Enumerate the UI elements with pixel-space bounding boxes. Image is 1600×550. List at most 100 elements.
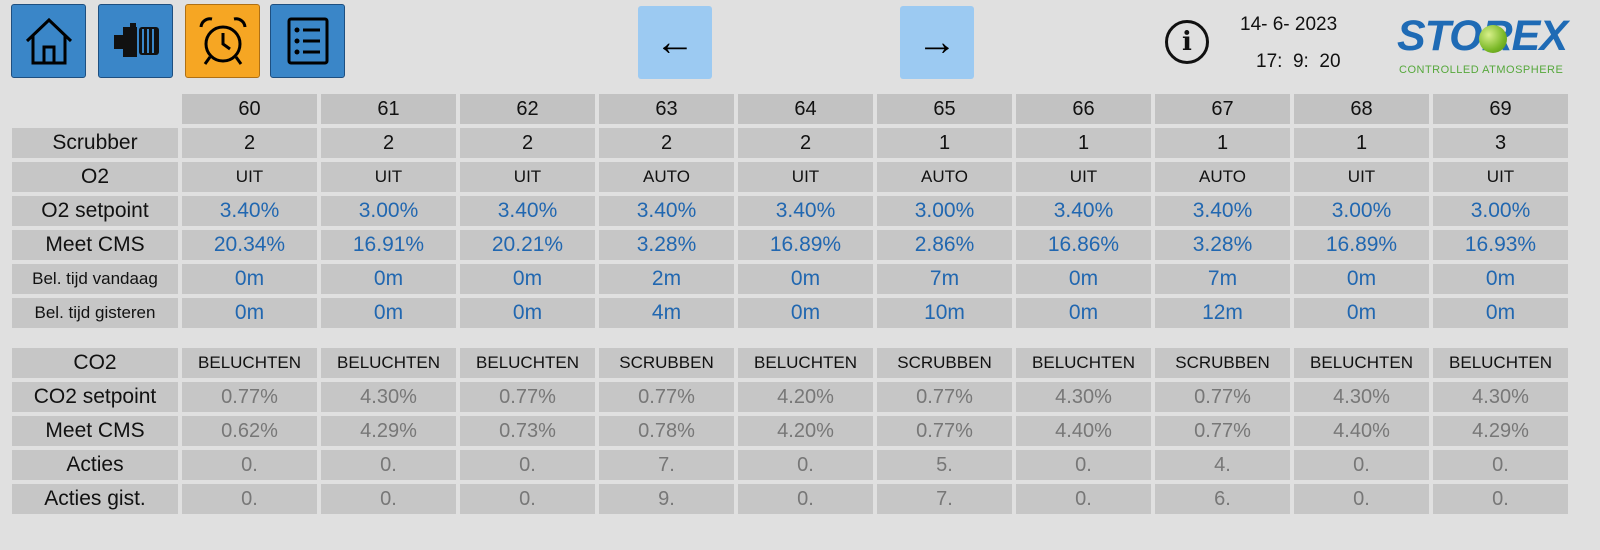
table-cell[interactable]: 3.40% [738, 196, 873, 226]
table-cell[interactable]: 0m [1433, 298, 1568, 328]
table-cell[interactable]: 16.93% [1433, 230, 1568, 260]
table-cell[interactable]: UIT [321, 162, 456, 192]
table-cell[interactable]: 4.40% [1294, 416, 1429, 446]
table-cell[interactable]: 4.30% [321, 382, 456, 412]
table-cell[interactable]: 0m [182, 264, 317, 294]
table-cell[interactable]: BELUCHTEN [1294, 348, 1429, 378]
table-cell[interactable]: 0.77% [460, 382, 595, 412]
table-cell[interactable]: 3.40% [182, 196, 317, 226]
table-cell[interactable]: 3.40% [1155, 196, 1290, 226]
table-cell[interactable]: BELUCHTEN [182, 348, 317, 378]
table-cell[interactable]: 6. [1155, 484, 1290, 514]
table-cell[interactable]: 16.89% [1294, 230, 1429, 260]
table-cell[interactable]: 4.29% [1433, 416, 1568, 446]
table-cell[interactable]: 0.62% [182, 416, 317, 446]
cell-number-header[interactable]: 69 [1433, 94, 1568, 124]
table-cell[interactable]: AUTO [1155, 162, 1290, 192]
table-cell[interactable]: 7m [1155, 264, 1290, 294]
table-cell[interactable]: 2 [599, 128, 734, 158]
cell-number-header[interactable]: 64 [738, 94, 873, 124]
table-cell[interactable]: BELUCHTEN [1016, 348, 1151, 378]
table-cell[interactable]: 3.40% [460, 196, 595, 226]
table-cell[interactable]: 20.21% [460, 230, 595, 260]
table-cell[interactable]: 0. [460, 450, 595, 480]
table-cell[interactable]: 16.91% [321, 230, 456, 260]
table-cell[interactable]: 0. [1294, 484, 1429, 514]
cell-number-header[interactable]: 65 [877, 94, 1012, 124]
table-cell[interactable]: SCRUBBEN [599, 348, 734, 378]
table-cell[interactable]: 2.86% [877, 230, 1012, 260]
table-cell[interactable]: 2 [321, 128, 456, 158]
table-cell[interactable]: 0m [1016, 298, 1151, 328]
table-cell[interactable]: 4m [599, 298, 734, 328]
table-cell[interactable]: UIT [182, 162, 317, 192]
table-cell[interactable]: 0.73% [460, 416, 595, 446]
cell-number-header[interactable]: 63 [599, 94, 734, 124]
table-cell[interactable]: 7. [599, 450, 734, 480]
table-cell[interactable]: BELUCHTEN [738, 348, 873, 378]
table-cell[interactable]: 7. [877, 484, 1012, 514]
table-cell[interactable]: 3.00% [1433, 196, 1568, 226]
table-cell[interactable]: 0m [1433, 264, 1568, 294]
table-cell[interactable]: 10m [877, 298, 1012, 328]
alarm-button[interactable] [185, 4, 260, 78]
table-cell[interactable]: 0m [460, 264, 595, 294]
table-cell[interactable]: 0m [1016, 264, 1151, 294]
table-cell[interactable]: 0m [738, 298, 873, 328]
table-cell[interactable]: 0. [1016, 450, 1151, 480]
table-cell[interactable]: 0. [738, 450, 873, 480]
table-cell[interactable]: 0. [321, 484, 456, 514]
table-cell[interactable]: 4.30% [1294, 382, 1429, 412]
table-cell[interactable]: 4.30% [1433, 382, 1568, 412]
table-cell[interactable]: 3.28% [599, 230, 734, 260]
table-cell[interactable]: 1 [1016, 128, 1151, 158]
cell-number-header[interactable]: 60 [182, 94, 317, 124]
table-cell[interactable]: AUTO [599, 162, 734, 192]
table-cell[interactable]: 12m [1155, 298, 1290, 328]
next-page-button[interactable]: → [900, 6, 974, 79]
table-cell[interactable]: 7m [877, 264, 1012, 294]
table-cell[interactable]: 3.00% [321, 196, 456, 226]
table-cell[interactable]: AUTO [877, 162, 1012, 192]
table-cell[interactable]: 3.00% [1294, 196, 1429, 226]
table-cell[interactable]: 0. [1294, 450, 1429, 480]
table-cell[interactable]: 0.77% [1155, 416, 1290, 446]
list-button[interactable] [270, 4, 345, 78]
cell-number-header[interactable]: 68 [1294, 94, 1429, 124]
table-cell[interactable]: 0.77% [877, 382, 1012, 412]
table-cell[interactable]: BELUCHTEN [460, 348, 595, 378]
table-cell[interactable]: 3.00% [877, 196, 1012, 226]
table-cell[interactable]: 1 [1155, 128, 1290, 158]
table-cell[interactable]: 4.20% [738, 382, 873, 412]
table-cell[interactable]: 4.30% [1016, 382, 1151, 412]
table-cell[interactable]: 2 [738, 128, 873, 158]
cell-number-header[interactable]: 61 [321, 94, 456, 124]
table-cell[interactable]: 16.89% [738, 230, 873, 260]
table-cell[interactable]: BELUCHTEN [1433, 348, 1568, 378]
table-cell[interactable]: 3 [1433, 128, 1568, 158]
table-cell[interactable]: 0.77% [877, 416, 1012, 446]
info-button[interactable]: i [1165, 20, 1209, 64]
table-cell[interactable]: BELUCHTEN [321, 348, 456, 378]
table-cell[interactable]: 0. [182, 450, 317, 480]
home-button[interactable] [11, 4, 86, 78]
table-cell[interactable]: 3.40% [1016, 196, 1151, 226]
table-cell[interactable]: 0. [321, 450, 456, 480]
table-cell[interactable]: 20.34% [182, 230, 317, 260]
table-cell[interactable]: SCRUBBEN [1155, 348, 1290, 378]
table-cell[interactable]: 5. [877, 450, 1012, 480]
table-cell[interactable]: 0.77% [1155, 382, 1290, 412]
table-cell[interactable]: 1 [1294, 128, 1429, 158]
compressor-button[interactable] [98, 4, 173, 78]
cell-number-header[interactable]: 67 [1155, 94, 1290, 124]
table-cell[interactable]: 3.28% [1155, 230, 1290, 260]
table-cell[interactable]: 0m [1294, 298, 1429, 328]
table-cell[interactable]: UIT [1294, 162, 1429, 192]
table-cell[interactable]: 0. [1433, 484, 1568, 514]
table-cell[interactable]: 0.78% [599, 416, 734, 446]
table-cell[interactable]: UIT [460, 162, 595, 192]
table-cell[interactable]: 0m [182, 298, 317, 328]
table-cell[interactable]: 2m [599, 264, 734, 294]
table-cell[interactable]: 0.77% [182, 382, 317, 412]
table-cell[interactable]: 2 [182, 128, 317, 158]
